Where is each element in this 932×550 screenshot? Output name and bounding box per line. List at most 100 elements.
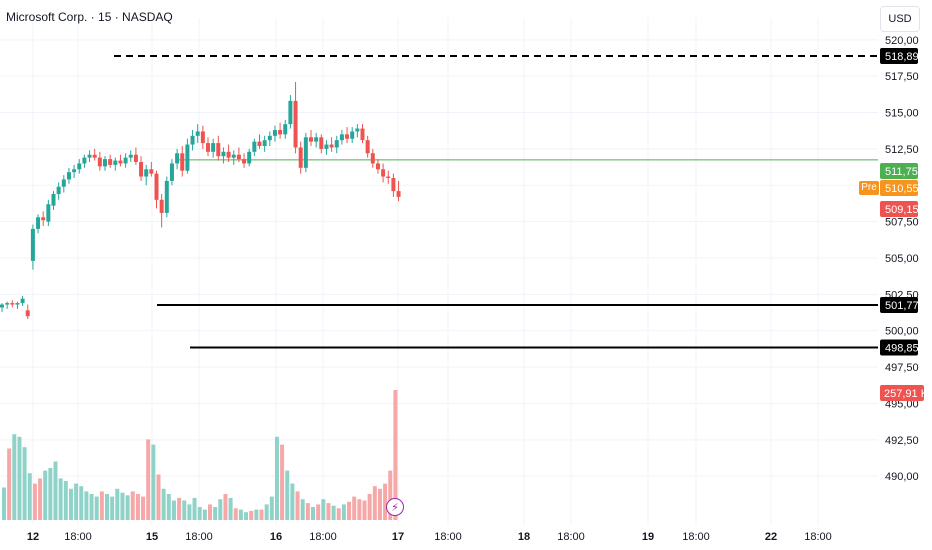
x-tick-label: 12 bbox=[27, 531, 39, 543]
candle-body bbox=[82, 157, 87, 164]
volume-bar bbox=[393, 390, 398, 520]
x-tick-label: 15 bbox=[146, 531, 158, 543]
volume-bar bbox=[305, 503, 310, 520]
candle-body bbox=[56, 186, 61, 194]
x-tick-label: 18:00 bbox=[185, 531, 213, 543]
y-tick-label: 517,50 bbox=[885, 71, 919, 83]
price-labels: 518,89 501,77 498,85 511,75 510,55 509,15 257,… bbox=[880, 47, 929, 401]
volume-bar bbox=[218, 499, 223, 520]
candle-body bbox=[293, 100, 298, 148]
x-tick-label: 18 bbox=[518, 531, 530, 543]
line-price-tag bbox=[880, 339, 918, 356]
volume-bar bbox=[27, 473, 32, 520]
candle-body bbox=[247, 151, 252, 164]
candle-body bbox=[355, 128, 360, 132]
volume-bar bbox=[58, 478, 63, 520]
volume-tag-label: 257,91 K bbox=[884, 388, 929, 400]
candle-body bbox=[200, 131, 205, 144]
volume-bar bbox=[331, 505, 336, 520]
volume-bar bbox=[383, 483, 388, 520]
x-tick-label: 18:00 bbox=[434, 531, 462, 543]
candle-body bbox=[180, 153, 185, 171]
price-tag bbox=[880, 201, 918, 217]
lightning-bolt-icon[interactable]: ⚡ bbox=[386, 498, 404, 516]
candle-body bbox=[267, 135, 272, 141]
axes: 520,00517,50515,00512,50510,00507,50505,… bbox=[27, 35, 919, 543]
volume-bar bbox=[290, 483, 295, 520]
candle-body bbox=[329, 144, 334, 148]
volume-bar bbox=[89, 494, 94, 520]
candle-body bbox=[283, 124, 288, 135]
volume-bar bbox=[17, 436, 22, 520]
volume-tag bbox=[880, 385, 924, 401]
candle-body bbox=[87, 154, 92, 158]
x-tick-label: 16 bbox=[270, 531, 282, 543]
volume-bar bbox=[182, 500, 187, 520]
volume-bar bbox=[300, 499, 305, 520]
volume-bar bbox=[63, 481, 68, 520]
volume-bar bbox=[259, 509, 264, 520]
volume-bar bbox=[280, 444, 285, 520]
volume-bar bbox=[285, 470, 290, 520]
candle-body bbox=[77, 163, 82, 170]
candles bbox=[0, 82, 401, 320]
volume-bar bbox=[38, 478, 43, 520]
volume-bar bbox=[110, 496, 115, 520]
candle-body bbox=[46, 204, 51, 222]
candle-body bbox=[113, 160, 118, 165]
volume-bar bbox=[125, 495, 130, 520]
currency-button[interactable]: USD bbox=[880, 6, 920, 32]
volume-bar bbox=[295, 491, 300, 520]
candle-body bbox=[30, 228, 35, 261]
candle-body bbox=[139, 162, 144, 177]
candle-body bbox=[10, 303, 15, 305]
volume-bar bbox=[326, 503, 331, 520]
volume-bar bbox=[120, 492, 125, 520]
line-price-label: 501,77 bbox=[885, 300, 919, 312]
candle-body bbox=[66, 172, 71, 180]
volume-bar bbox=[208, 504, 212, 520]
price-tag-label: 509,15 bbox=[885, 204, 919, 216]
volume-bar bbox=[244, 512, 249, 520]
volume-bar bbox=[43, 470, 48, 520]
volume-bar bbox=[372, 486, 377, 520]
candle-body bbox=[252, 141, 257, 152]
candle-body bbox=[20, 298, 25, 304]
candle-body bbox=[149, 169, 154, 174]
volume-bar bbox=[115, 488, 120, 520]
y-tick-label: 515,00 bbox=[885, 108, 919, 120]
volume-bar bbox=[94, 496, 99, 520]
volume-bar bbox=[74, 483, 79, 520]
x-tick-label: 17 bbox=[392, 531, 404, 543]
line-price-label: 518,89 bbox=[885, 51, 919, 63]
candle-body bbox=[195, 131, 200, 136]
candle-body bbox=[334, 140, 339, 148]
candle-body bbox=[339, 134, 344, 141]
x-tick-label: 18:00 bbox=[557, 531, 585, 543]
volume-bar bbox=[347, 501, 352, 520]
candle-body bbox=[257, 141, 262, 146]
volume-bar bbox=[238, 509, 243, 520]
candle-body bbox=[396, 191, 401, 197]
y-tick-label: 500,00 bbox=[885, 326, 919, 338]
candle-body bbox=[61, 179, 66, 187]
candle-body bbox=[169, 163, 174, 181]
volume-bar bbox=[48, 468, 53, 520]
volume-bar bbox=[223, 494, 228, 520]
candle-body bbox=[386, 176, 391, 178]
volume-bar bbox=[7, 448, 12, 520]
volume-bar bbox=[264, 504, 269, 520]
horizontal-lines[interactable] bbox=[114, 54, 878, 349]
candle-body bbox=[226, 151, 231, 158]
candle-body bbox=[97, 157, 102, 167]
candle-body bbox=[41, 217, 46, 221]
volume-bar bbox=[12, 434, 17, 520]
volume-bar bbox=[105, 494, 109, 520]
candle-body bbox=[190, 135, 195, 145]
candle-body bbox=[25, 310, 30, 317]
volume-bar bbox=[269, 496, 274, 520]
y-tick-label: 507,50 bbox=[885, 217, 919, 229]
candle-body bbox=[211, 143, 216, 152]
candle-body bbox=[103, 159, 107, 167]
